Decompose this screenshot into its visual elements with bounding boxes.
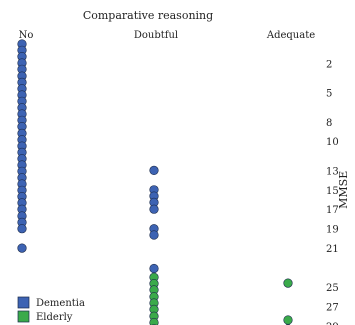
- category-labels: No Doubtful Adequate: [19, 30, 316, 41]
- y-tick-17: 17: [326, 205, 339, 216]
- point-dementia-37: [149, 230, 159, 240]
- y-tick-27: 27: [326, 302, 339, 313]
- y-tick-2: 2: [326, 59, 332, 70]
- point-dementia-30: [17, 243, 27, 253]
- y-tick-5: 5: [326, 89, 332, 100]
- y-axis-label: MMSE: [337, 171, 350, 209]
- category-label-doubtful: Doubtful: [134, 30, 178, 41]
- legend-label-dementia: Dementia: [36, 298, 85, 309]
- y-tick-labels: 258101315171921252729: [326, 59, 339, 325]
- point-elderly-9: [283, 278, 293, 288]
- y-tick-25: 25: [326, 283, 339, 294]
- y-tick-15: 15: [326, 186, 339, 197]
- chart-title: Comparative reasoning: [83, 9, 213, 22]
- y-tick-19: 19: [326, 225, 339, 236]
- point-dementia-31: [149, 165, 159, 175]
- category-label-adequate: Adequate: [266, 30, 315, 41]
- legend: Dementia Elderly: [17, 296, 85, 323]
- category-label-no: No: [19, 30, 34, 41]
- y-tick-29: 29: [326, 322, 339, 325]
- y-tick-21: 21: [326, 244, 339, 255]
- legend-swatch-elderly: [17, 310, 30, 323]
- y-tick-8: 8: [326, 118, 332, 129]
- legend-label-elderly: Elderly: [36, 312, 73, 323]
- point-elderly-7: [149, 317, 159, 325]
- y-tick-13: 13: [326, 166, 339, 177]
- point-dementia-29: [17, 224, 27, 234]
- data-points: [17, 39, 293, 325]
- point-dementia-35: [149, 204, 159, 214]
- point-dementia-38: [149, 263, 159, 274]
- legend-swatch-dementia: [17, 296, 30, 309]
- y-tick-10: 10: [326, 137, 339, 148]
- point-elderly-10: [283, 315, 293, 325]
